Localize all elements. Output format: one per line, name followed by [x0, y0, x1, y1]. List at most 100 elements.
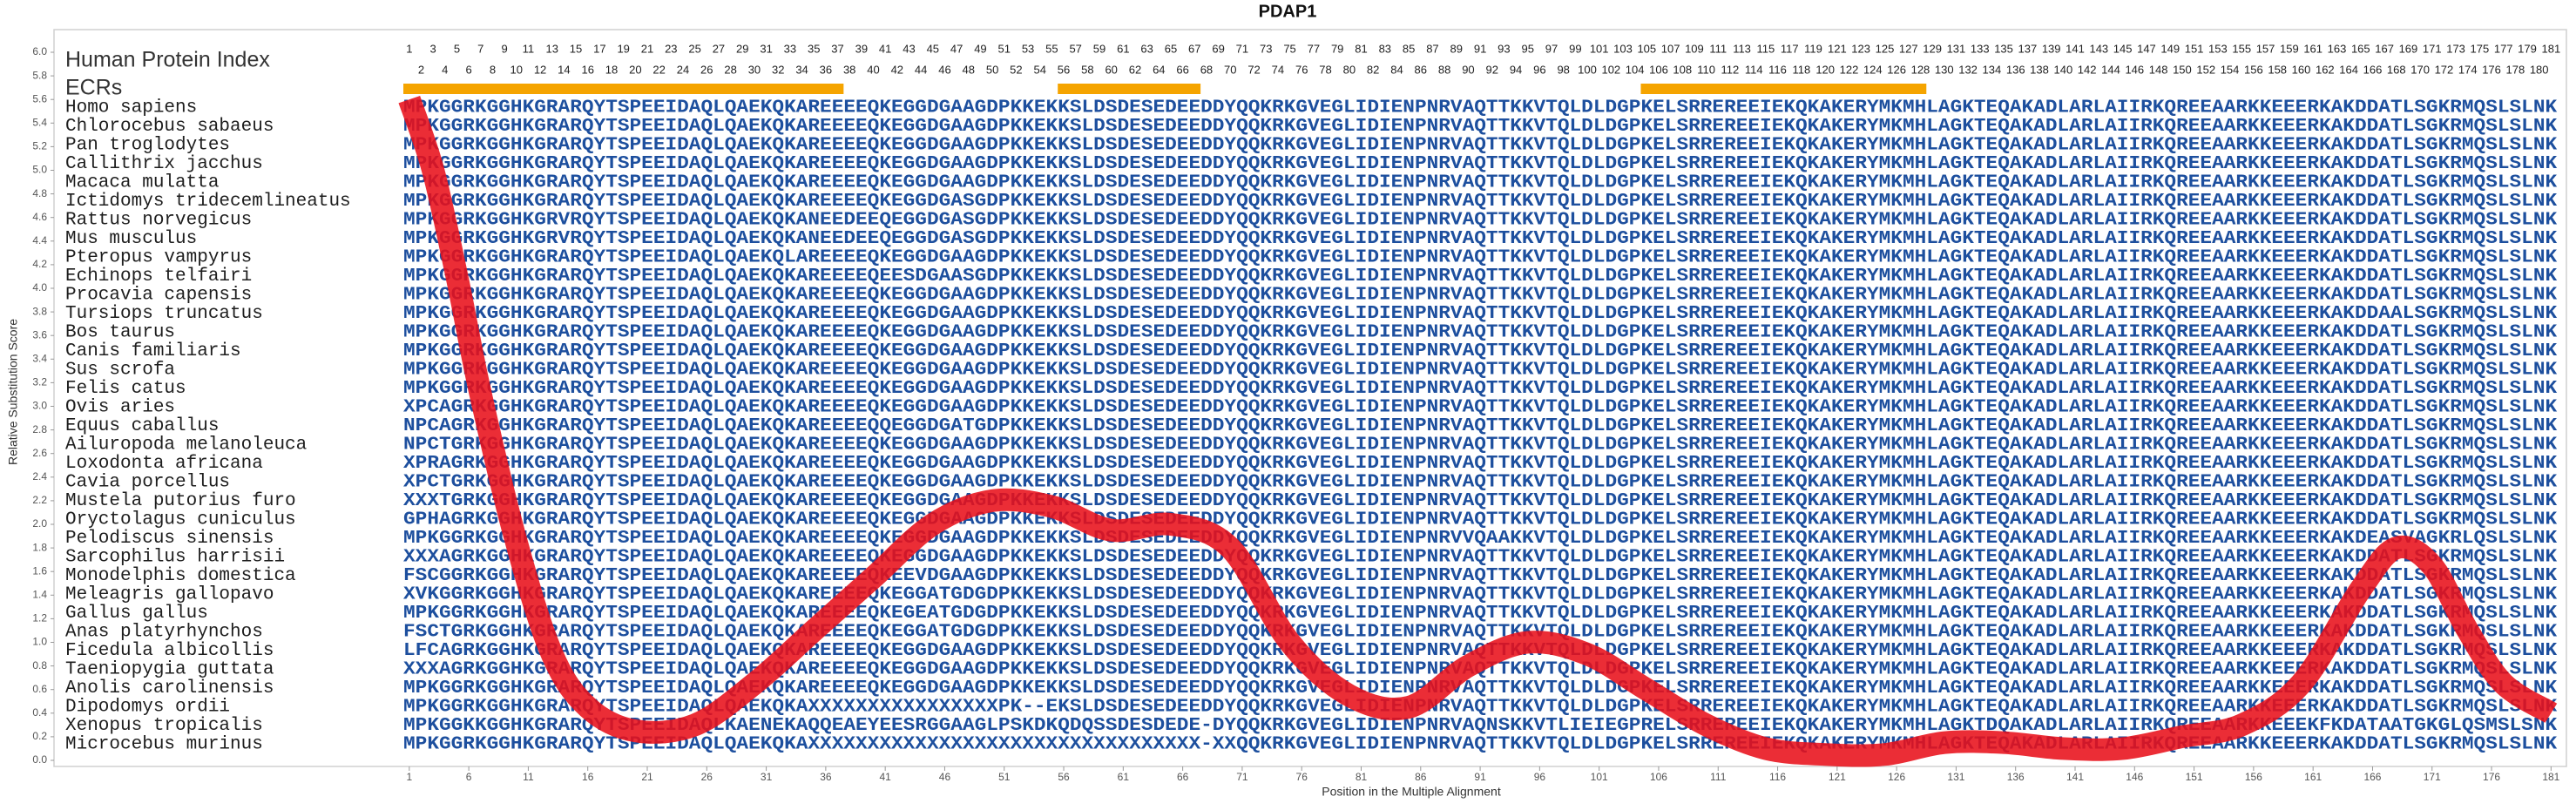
index-number: 77: [1308, 42, 1320, 55]
index-number: 50: [986, 63, 998, 76]
index-number: 110: [1697, 63, 1715, 76]
index-number: 36: [820, 63, 832, 76]
y-tick-label: 6.0: [32, 45, 47, 57]
y-tick-label: 2.8: [32, 423, 47, 435]
index-number: 116: [1768, 63, 1787, 76]
y-tick-label: 4.8: [32, 187, 47, 199]
species-name: Ailuropoda melanoleuca: [65, 435, 307, 456]
ecr-bar: [1640, 84, 1927, 94]
species-name: Pelodiscus sinensis: [65, 529, 274, 549]
sequence: NPCAGRKGGHKGRARQYTSPEEIDAQLQAEKQKAREEEEQ…: [403, 416, 2558, 436]
species-name: Ficedula albicollis: [65, 641, 274, 661]
index-number: 9: [501, 42, 507, 55]
sequence: XXXTGRKGGHKGRARQYTSPEEIDAQLQAEKQKAREEEEQ…: [403, 491, 2558, 511]
index-number: 1: [406, 42, 412, 55]
index-number: 43: [903, 42, 915, 55]
y-tick-label: 0.2: [32, 730, 47, 742]
index-number: 34: [795, 63, 808, 76]
index-number: 70: [1224, 63, 1236, 76]
x-axis-title: Position in the Multiple Alignment: [1322, 785, 1501, 799]
index-number: 178: [2506, 63, 2525, 76]
index-number: 123: [1851, 42, 1870, 55]
index-number: 35: [808, 42, 820, 55]
index-number: 52: [1010, 63, 1022, 76]
x-tick-label: 21: [641, 771, 653, 783]
index-number: 153: [2208, 42, 2228, 55]
index-number: 67: [1188, 42, 1200, 55]
index-number: 28: [724, 63, 736, 76]
index-number: 140: [2053, 63, 2072, 76]
index-number: 13: [545, 42, 558, 55]
x-tick-label: 1: [406, 771, 412, 783]
index-number: 38: [843, 63, 855, 76]
species-name: Tursiops truncatus: [65, 304, 263, 324]
index-number: 138: [2030, 63, 2049, 76]
index-number: 148: [2149, 63, 2168, 76]
ecr-bar: [1058, 84, 1201, 94]
sequence: FSCTGRKGGHKGRARQYTSPEEIDAQLQAEKQKAREEEEQ…: [403, 623, 2558, 643]
index-number: 168: [2387, 63, 2406, 76]
species-name: Mustela putorius furo: [65, 491, 296, 511]
index-number: 6: [466, 63, 472, 76]
species-name: Microcebus murinus: [65, 735, 263, 755]
index-number: 155: [2232, 42, 2251, 55]
index-number: 71: [1236, 42, 1248, 55]
index-number: 95: [1521, 42, 1533, 55]
index-number: 25: [688, 42, 700, 55]
index-number: 177: [2494, 42, 2513, 55]
y-tick-label: 0.4: [32, 706, 47, 719]
x-tick-label: 91: [1474, 771, 1486, 783]
y-tick-label: 5.2: [32, 140, 47, 152]
index-number: 180: [2530, 63, 2549, 76]
index-number: 83: [1379, 42, 1391, 55]
y-tick-label: 3.6: [32, 328, 47, 341]
index-number: 179: [2518, 42, 2537, 55]
index-number: 150: [2173, 63, 2192, 76]
chart-title: PDAP1: [1259, 2, 1317, 21]
index-number: 121: [1828, 42, 1847, 55]
x-tick-label: 131: [1947, 771, 1964, 783]
species-name: Loxodonta africana: [65, 454, 263, 474]
index-number: 4: [442, 63, 448, 76]
index-number: 169: [2399, 42, 2418, 55]
species-name: Echinops telfairi: [65, 267, 252, 287]
index-number: 91: [1474, 42, 1486, 55]
species-name: Anas platyrhynchos: [65, 623, 263, 643]
index-number: 136: [2006, 63, 2025, 76]
x-tick-label: 181: [2542, 771, 2559, 783]
index-number: 149: [2160, 42, 2180, 55]
index-number: 129: [1923, 42, 1942, 55]
sequence: MPKGGRKGGHKGRARQYTSPEEIDAQLQAEKQKAREEEEQ…: [403, 136, 2558, 156]
x-tick-label: 36: [820, 771, 832, 783]
index-number: 82: [1367, 63, 1379, 76]
index-number: 3: [430, 42, 436, 55]
y-tick-label: 3.8: [32, 305, 47, 317]
index-number: 78: [1319, 63, 1331, 76]
sequence: MPKGGRKGGHKGRARQYTSPEEIDAQLQAEKQKAREEEEQ…: [403, 304, 2558, 324]
index-number: 49: [974, 42, 986, 55]
species-name: Macaca mulatta: [65, 173, 219, 193]
y-tick-label: 5.0: [32, 164, 47, 176]
index-number: 145: [2113, 42, 2133, 55]
index-number: 18: [605, 63, 618, 76]
species-name: Ictidomys tridecemlineatus: [65, 192, 351, 212]
x-tick-label: 31: [761, 771, 773, 783]
index-number: 51: [998, 42, 1011, 55]
x-tick-label: 46: [939, 771, 951, 783]
index-number: 69: [1212, 42, 1224, 55]
x-tick-label: 41: [879, 771, 891, 783]
index-number: 173: [2446, 42, 2465, 55]
sequence: MPKGGRKGGHKGRARQYTSPEEIDAQLQAEKQKAREEEEQ…: [403, 361, 2558, 381]
index-number: 164: [2339, 63, 2358, 76]
sequence: MPKGGRKGGHKGRARQYTSPEEIDAQLQAEKQKAREEEEQ…: [403, 604, 2558, 624]
index-number: 32: [772, 63, 784, 76]
index-number: 39: [855, 42, 868, 55]
y-tick-label: 1.8: [32, 541, 47, 553]
index-number: 94: [1510, 63, 1522, 76]
x-tick-label: 96: [1534, 771, 1546, 783]
y-tick-label: 2.4: [32, 470, 47, 483]
index-number: 17: [593, 42, 605, 55]
index-number: 139: [2042, 42, 2061, 55]
index-number: 174: [2458, 63, 2478, 76]
species-name: Mus musculus: [65, 229, 197, 249]
